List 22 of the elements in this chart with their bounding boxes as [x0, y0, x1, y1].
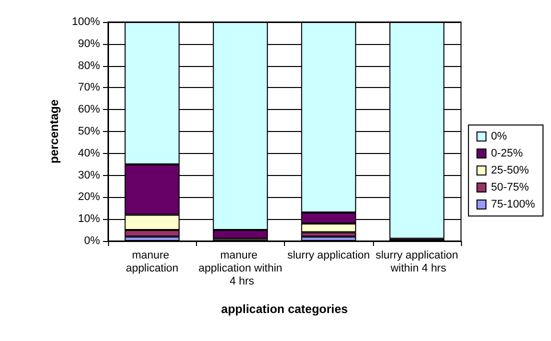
y-tick-label: 100%: [72, 16, 100, 28]
legend-label: 25-50%: [490, 164, 530, 176]
y-tick-label: 0%: [84, 235, 100, 247]
x-tick-label: manure application: [126, 250, 178, 274]
x-tick-label: manure application within 4 hrs: [198, 250, 282, 288]
y-tick-label: 90%: [78, 38, 100, 50]
y-tick-label: 30%: [78, 169, 100, 182]
x-tick-label: slurry application within 4 hrs: [376, 250, 458, 274]
legend-label: 0%: [490, 130, 508, 142]
legend-label: 50-75%: [490, 182, 530, 194]
y-tick-label: 40%: [78, 147, 100, 160]
y-tick-label: 10%: [78, 213, 100, 226]
y-tick-label: 50%: [78, 126, 100, 138]
legend-label: 0-25%: [490, 148, 523, 160]
y-axis-title: percentage: [47, 99, 61, 164]
y-tick-label: 70%: [78, 82, 100, 94]
x-tick-label: slurry application: [287, 250, 370, 262]
y-tick-label: 80%: [78, 60, 100, 72]
y-tick-label: 60%: [78, 104, 100, 116]
y-tick-label: 20%: [78, 191, 100, 204]
x-axis-title: application categories: [221, 302, 348, 316]
legend-label: 75-100%: [490, 198, 536, 210]
